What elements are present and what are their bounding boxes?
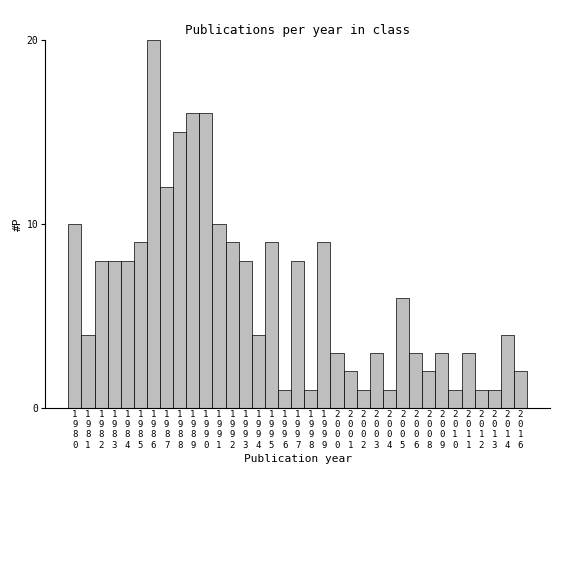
Y-axis label: #P: #P [12,217,23,231]
Bar [475,390,488,408]
Bar [278,390,291,408]
Bar [239,261,252,408]
Bar [409,353,422,408]
Bar [488,390,501,408]
Bar [82,335,95,408]
Bar [108,261,121,408]
Bar [304,390,318,408]
Bar [331,353,344,408]
Bar [160,187,173,408]
Bar [448,390,462,408]
Bar [344,371,357,408]
Bar [121,261,134,408]
Bar [396,298,409,408]
Bar [187,113,200,408]
Bar [435,353,448,408]
Bar [422,371,435,408]
Bar [357,390,370,408]
Bar [252,335,265,408]
Title: Publications per year in class: Publications per year in class [185,24,410,37]
Bar [95,261,108,408]
Bar [462,353,475,408]
Bar [68,224,82,408]
Bar [200,113,213,408]
Bar [226,242,239,408]
Bar [213,224,226,408]
Bar [265,242,278,408]
Bar [173,132,187,408]
Bar [134,242,147,408]
Bar [291,261,304,408]
Bar [147,40,160,408]
Bar [318,242,331,408]
X-axis label: Publication year: Publication year [244,454,352,464]
Bar [383,390,396,408]
Bar [501,335,514,408]
Bar [370,353,383,408]
Bar [514,371,527,408]
